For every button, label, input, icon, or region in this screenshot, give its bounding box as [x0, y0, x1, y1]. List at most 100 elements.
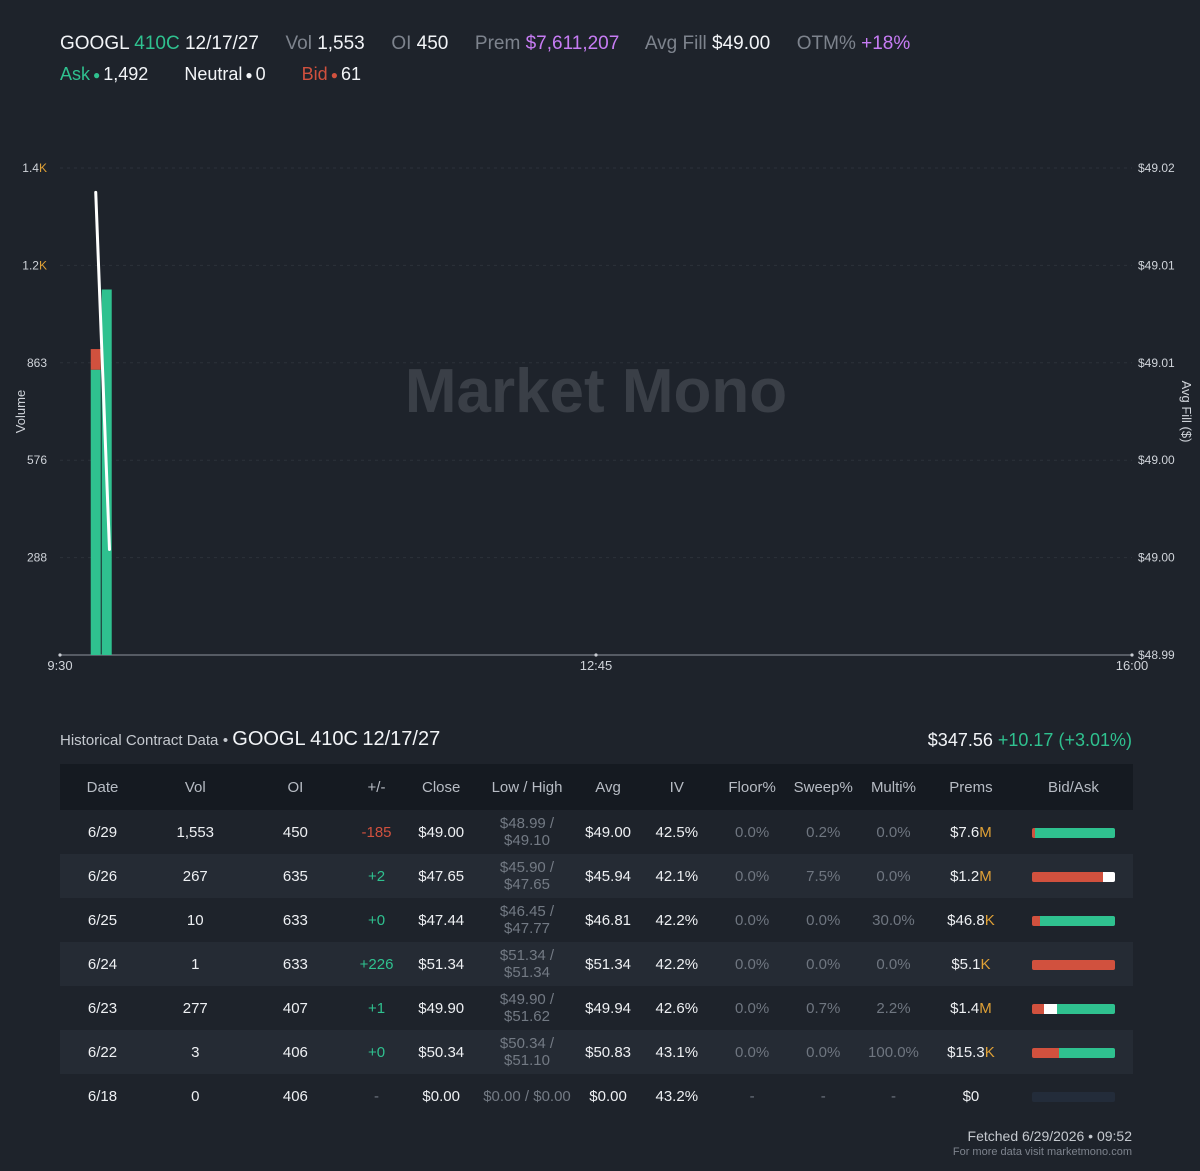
bid-ask-bar — [1031, 1003, 1115, 1014]
cell-avg: $49.00 — [585, 823, 632, 841]
cell-low-high: $50.34 / $51.10 — [474, 1030, 580, 1074]
column-header[interactable]: Date — [60, 764, 146, 810]
column-header[interactable]: Bid/Ask — [1013, 764, 1133, 810]
y2-tick-label: $49.01 — [1138, 258, 1175, 272]
cell-change: +0 — [345, 1030, 408, 1074]
cell-low-high: $48.99 / $49.10 — [499, 815, 555, 849]
cell-bid-ask — [1013, 942, 1133, 986]
otm-label: OTM% — [796, 33, 856, 54]
cell-prems: $1.4M — [950, 999, 992, 1017]
cell-avg: $49.94 — [585, 999, 632, 1017]
table-row[interactable]: 6/18 0 406 - $0.00 $0.00 / $0.00 $0.00 43.2% - - -… — [60, 1074, 1133, 1118]
column-header[interactable]: Low / High — [474, 764, 580, 810]
cell-multi: 0.0% — [858, 854, 928, 898]
column-header[interactable]: IV — [636, 764, 717, 810]
cell-sweep: 0.7% — [806, 999, 841, 1017]
history-title: Historical Contract Data • GOOGL 410C 12… — [60, 728, 440, 751]
cell-avg: $50.83 — [579, 1030, 637, 1074]
cell-avg: $45.94 — [579, 854, 637, 898]
more-data-link[interactable]: For more data visit marketmono.com — [952, 1146, 1132, 1158]
cell-date: 6/24 — [60, 942, 146, 986]
cell-avg: $46.81 — [585, 911, 632, 929]
column-header[interactable]: Vol — [145, 764, 246, 810]
bid-segment — [1031, 1003, 1045, 1014]
side-breakdown: Ask ● 1,492 Neutral ● 0 Bid ● 61 — [60, 64, 361, 85]
bid-dot-icon: ● — [330, 68, 338, 83]
bid-segment — [1031, 871, 1104, 882]
volume-chart: Market Mono 288 576 863 1.2K 1.4K $48.99 $49.00… — [13, 161, 1194, 673]
cell-floor: 0.0% — [716, 854, 788, 898]
cell-iv: 42.2% — [636, 942, 717, 986]
table-row[interactable]: 6/24 1 633 +226 $51.34 $51.34 / $51.34 $51.34 4… — [60, 942, 1133, 986]
history-ticker: GOOGL — [232, 728, 306, 750]
cell-prems: $7.6M — [950, 823, 992, 841]
column-header[interactable]: Close — [407, 764, 475, 810]
cell-floor: 0.0% — [716, 1030, 788, 1074]
table-row[interactable]: 6/26 267 635 +2 $47.65 $45.90 / $47.65 $45.94 4… — [60, 854, 1133, 898]
avg-fill-value: $49.00 — [712, 33, 771, 54]
prem-label: Prem — [474, 33, 521, 54]
column-header[interactable]: Multi% — [858, 764, 928, 810]
cell-iv: 43.1% — [636, 1030, 717, 1074]
cell-iv: 42.2% — [655, 911, 699, 929]
y2-tick-label: $49.00 — [1138, 453, 1175, 467]
cell-low-high: $46.45 / $47.77 — [499, 903, 555, 937]
bid-segment — [1031, 959, 1115, 970]
ask-segment — [1040, 915, 1115, 926]
oi-value: 450 — [416, 33, 449, 54]
y-tick-label: 288 — [27, 551, 47, 565]
avg-fill-line — [94, 190, 111, 551]
y2-tick-label: $48.99 — [1138, 648, 1175, 662]
bid-segment — [1031, 915, 1041, 926]
table-row[interactable]: 6/23 277 407 +1 $49.90 $49.90 / $51.62 $49.94 4… — [60, 986, 1133, 1030]
column-header[interactable]: OI — [245, 764, 346, 810]
neutral-segment — [1103, 871, 1115, 882]
bid-ask-bar — [1031, 1047, 1115, 1058]
column-header[interactable]: Prems — [927, 764, 1014, 810]
cell-close: $51.34 — [407, 942, 475, 986]
column-header[interactable]: Sweep% — [787, 764, 859, 810]
cell-sweep: 0.2% — [806, 823, 841, 841]
cell-iv: 42.6% — [655, 999, 699, 1017]
price-change: +10.17 (+3.01%) — [997, 730, 1132, 750]
cell-multi: 0.0% — [876, 823, 911, 841]
expiry: 12/17/27 — [184, 33, 259, 54]
price-value: $347.56 — [927, 730, 993, 750]
cell-oi: 633 — [282, 911, 308, 929]
cell-sweep: - — [820, 1087, 826, 1105]
cell-date: 6/23 — [87, 999, 118, 1017]
cell-multi: 100.0% — [858, 1030, 928, 1074]
neutral-segment — [1044, 1003, 1057, 1014]
x-tick-label: 9:30 — [47, 658, 72, 673]
otm-value: +18% — [861, 33, 911, 54]
column-header[interactable]: +/- — [345, 764, 408, 810]
table-row[interactable]: 6/29 1,553 450 -185 $49.00 $48.99 / $49.10 $49… — [60, 810, 1133, 854]
cell-multi: 30.0% — [872, 911, 915, 929]
cell-bid-ask — [1013, 854, 1133, 898]
cell-prems: $46.8K — [947, 911, 995, 929]
column-header[interactable]: Floor% — [716, 764, 788, 810]
cell-close: $47.44 — [418, 911, 465, 929]
x-tick-mark — [1130, 653, 1134, 657]
prem-value: $7,611,207 — [525, 33, 620, 54]
column-header[interactable]: Avg — [579, 764, 637, 810]
table-row[interactable]: 6/22 3 406 +0 $50.34 $50.34 / $51.10 $50.83 43.… — [60, 1030, 1133, 1074]
cell-close: $49.90 — [418, 999, 465, 1017]
bid-label: Bid — [301, 64, 328, 84]
strike: 410C — [134, 33, 180, 54]
cell-low-high: $0.00 / $0.00 — [483, 1087, 571, 1105]
footer: Fetched 6/29/2026 • 09:52 For more data … — [953, 1128, 1132, 1158]
bid-value: 61 — [340, 64, 361, 84]
cell-floor: - — [749, 1087, 755, 1105]
ask-dot-icon: ● — [93, 68, 101, 83]
cell-prems: $15.3K — [927, 1030, 1014, 1074]
cell-low-high: $49.90 / $51.62 — [499, 991, 555, 1025]
cell-bid-ask — [1014, 1074, 1133, 1118]
cell-multi: 0.0% — [858, 942, 928, 986]
y-tick-label: 1.2K — [22, 258, 47, 272]
y-tick-label: 1.4K — [22, 161, 47, 175]
cell-bid-ask — [1013, 1030, 1133, 1074]
cell-change: +0 — [367, 911, 386, 929]
watermark-text: Market Mono — [405, 357, 787, 426]
table-row[interactable]: 6/25 10 633 +0 $47.44 $46.45 / $47.77 $46.81 42… — [60, 898, 1133, 942]
